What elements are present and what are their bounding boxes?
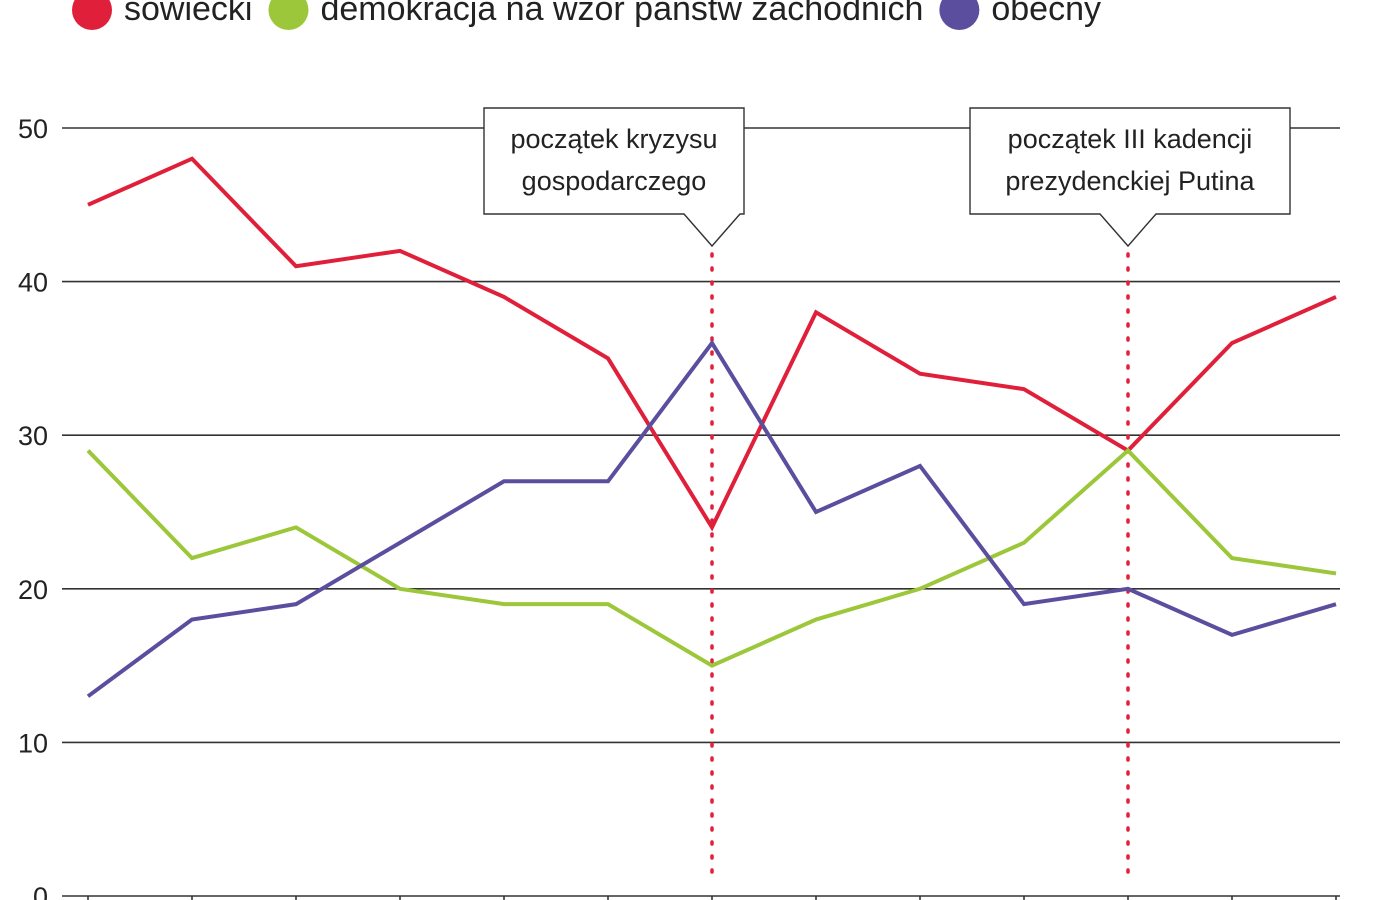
legend: sowiecki demokracja na wzór państw zachod… — [72, 0, 1101, 30]
annotation-text-0-0: początek kryzysu — [510, 124, 717, 154]
y-tick-label-10: 10 — [18, 728, 48, 758]
annotation-box-1 — [969, 107, 1291, 248]
y-tick-label-20: 20 — [18, 575, 48, 605]
annotations: początek kryzysu gospodarczego początek II… — [483, 107, 1291, 248]
y-tick-label-50: 50 — [18, 114, 48, 144]
annotation-text-1-0: początek III kadencji — [1008, 124, 1253, 154]
annotation-box-0 — [483, 107, 745, 248]
legend-label-0: sowiecki — [124, 0, 252, 28]
y-tick-label-40: 40 — [18, 268, 48, 298]
event-markers — [710, 252, 1130, 884]
series-lines — [86, 156, 1337, 698]
legend-label-1: demokracja na wzór państw zachodnich — [320, 0, 923, 28]
legend-swatch-0 — [72, 0, 112, 30]
legend-swatch-2 — [939, 0, 980, 30]
legend-label-2: obecny — [991, 0, 1101, 28]
x-axis-ticks — [87, 896, 1337, 900]
y-tick-label-30: 30 — [18, 421, 48, 451]
annotation-text-1-1: prezydenckiej Putina — [1005, 166, 1255, 196]
y-axis-ticks: 0 10 20 30 40 50 — [18, 114, 48, 900]
series-line-2 — [86, 339, 1337, 698]
annotation-text-0-1: gospodarczego — [522, 166, 707, 196]
series-line-1 — [86, 447, 1337, 668]
y-tick-label-0: 0 — [33, 882, 48, 900]
legend-swatch-1 — [268, 0, 309, 30]
